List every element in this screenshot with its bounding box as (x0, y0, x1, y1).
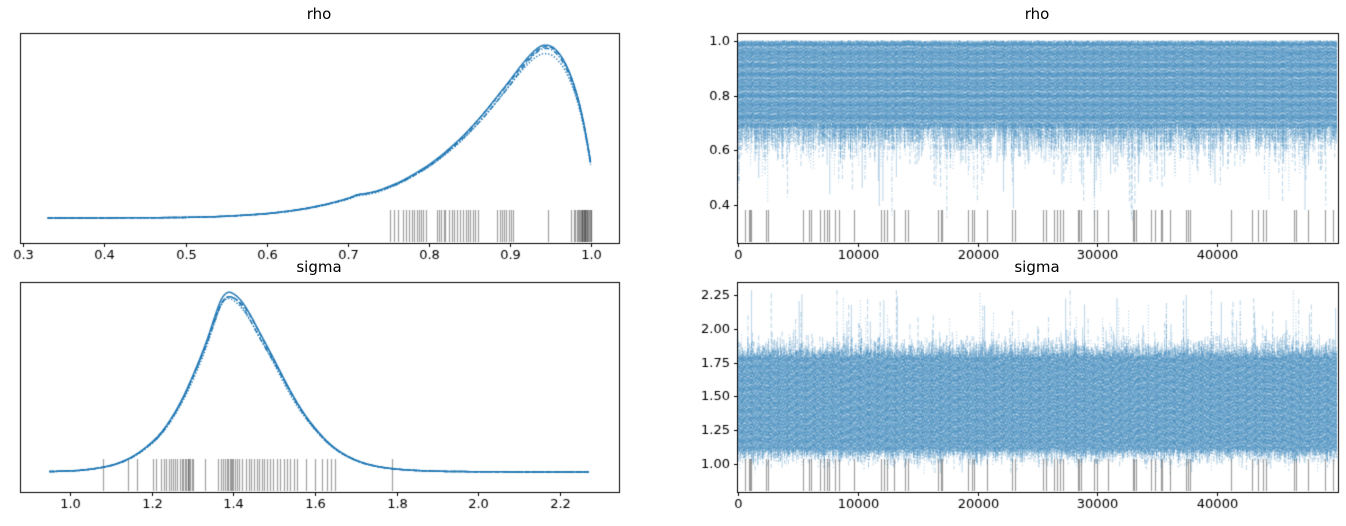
rho-trace-title: rho (1024, 5, 1050, 23)
rho-posterior-title: rho (306, 5, 332, 23)
sigma-trace-title: sigma (1014, 258, 1060, 276)
sigma-posterior-title: sigma (296, 258, 342, 276)
